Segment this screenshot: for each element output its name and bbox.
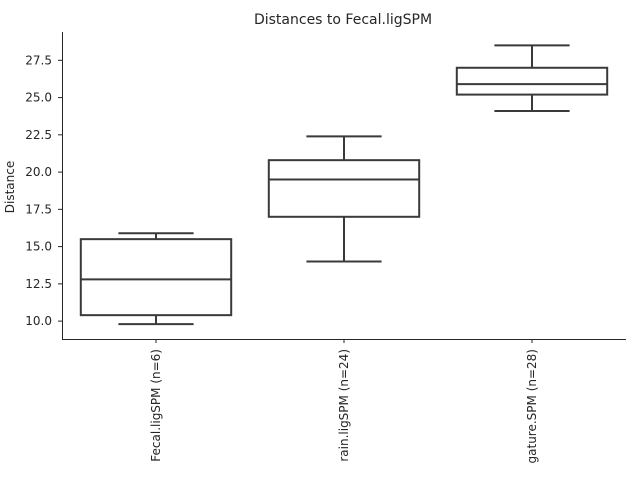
x-tick-label: Fecal.ligSPM (n=6)	[149, 349, 163, 462]
x-tick-labels: Fecal.ligSPM (n=6) rain.ligSPM (n=24) gatu…	[149, 339, 539, 463]
y-tick-label: 12.5	[25, 277, 52, 291]
y-ticks: 10.0 12.5 15.0 17.5 20.0 22.5 25.0 27.5	[25, 53, 62, 328]
chart-title: Distances to Fecal.ligSPM	[254, 12, 432, 28]
iqr-box	[267, 159, 421, 218]
y-tick-label: 25.0	[25, 91, 52, 105]
y-tick-label: 15.0	[25, 240, 52, 254]
y-tick-label: 27.5	[25, 53, 52, 67]
x-tick-label: gature.SPM (n=28)	[525, 349, 539, 463]
y-tick-label: 10.0	[25, 314, 52, 328]
y-tick-label: 22.5	[25, 128, 52, 142]
box-1	[267, 135, 421, 263]
box-0	[79, 232, 233, 326]
iqr-box	[455, 66, 609, 96]
y-tick-label: 17.5	[25, 202, 52, 216]
box-2	[455, 44, 609, 112]
y-axis-label: Distance	[3, 161, 17, 213]
y-tick-label: 20.0	[25, 165, 52, 179]
iqr-box	[79, 238, 233, 317]
x-tick-label: rain.ligSPM (n=24)	[337, 349, 351, 462]
boxes-group	[79, 44, 609, 326]
